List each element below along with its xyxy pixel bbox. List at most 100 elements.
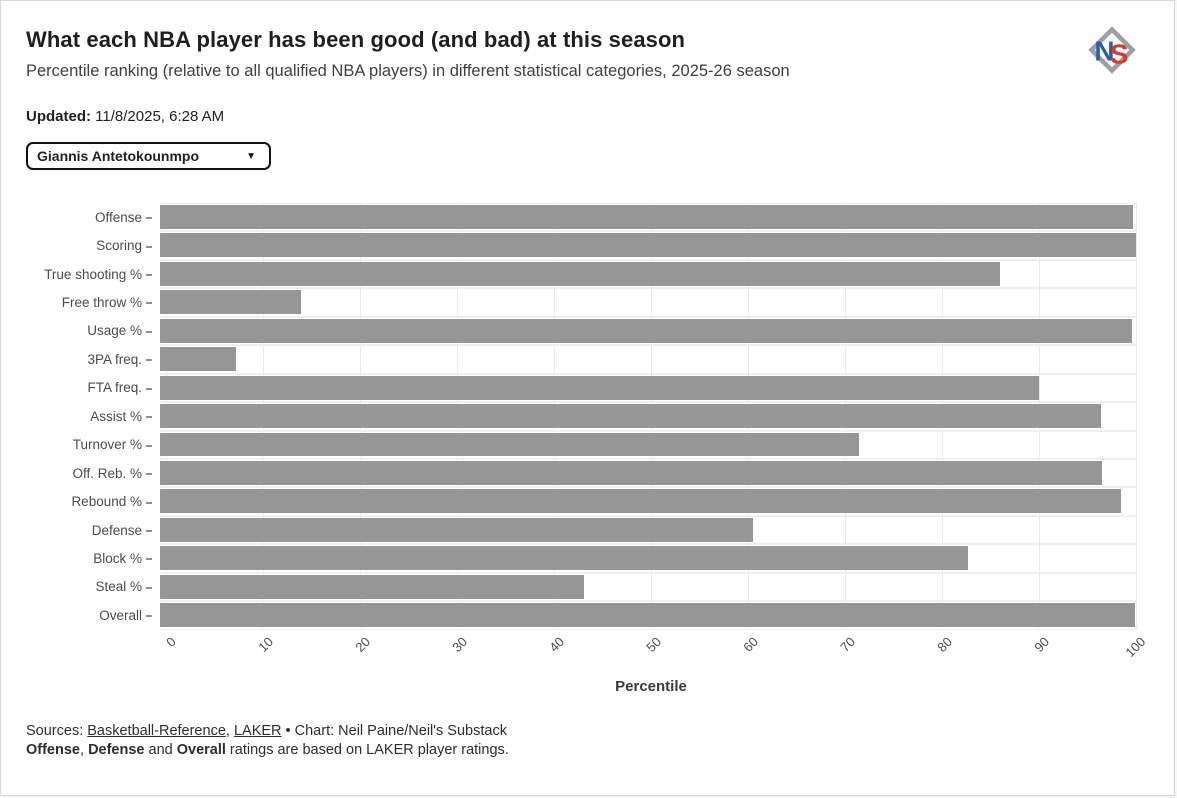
updated-timestamp: Updated: 11/8/2025, 6:28 AM — [26, 108, 1149, 125]
chart-row: Scoring — [26, 231, 1149, 259]
updated-value: 11/8/2025, 6:28 AM — [91, 108, 225, 125]
updated-label: Updated: — [26, 108, 91, 125]
bar-rebound — [160, 489, 1122, 514]
chart-row: True shooting % — [26, 260, 1149, 288]
bar-turnover — [160, 432, 859, 457]
sources-prefix: Sources: — [26, 722, 88, 739]
chart-row: FTA freq. — [26, 374, 1149, 402]
x-axis-ticks: 0 10 20 30 40 50 60 70 80 90 100 — [162, 630, 1149, 676]
bar-fta-freq — [160, 375, 1040, 400]
bar-track — [160, 345, 1136, 373]
bar-track — [160, 516, 1136, 544]
bar-track — [160, 459, 1136, 487]
bar-true-shooting — [160, 261, 1001, 286]
category-label: Overall — [26, 608, 152, 623]
bar-track — [160, 601, 1136, 629]
header-text: What each NBA player has been good (and … — [26, 27, 790, 81]
chart-row: Overall — [26, 601, 1149, 629]
category-label: Turnover % — [26, 437, 152, 452]
category-label: Defense — [26, 523, 152, 538]
bar-3pa-freq — [160, 347, 237, 372]
source-link-laker[interactable]: LAKER — [233, 722, 282, 739]
note-defense: Defense — [88, 742, 145, 759]
category-label: Off. Reb. % — [26, 466, 152, 481]
chart-rows: Offense Scoring True shooting % Free throw … — [26, 203, 1149, 630]
bar-track — [160, 431, 1136, 459]
bar-track — [160, 374, 1136, 402]
logo-letter-n: N — [1094, 35, 1114, 66]
bar-block — [160, 546, 969, 571]
chart-row: Free throw % — [26, 288, 1149, 316]
bar-track — [160, 231, 1136, 259]
chart-row: Block % — [26, 544, 1149, 572]
neils-substack-logo-icon: N S — [1088, 26, 1136, 74]
x-tick-label: 40 — [545, 633, 567, 655]
chart-row: Turnover % — [26, 431, 1149, 459]
bar-free-throw — [160, 290, 301, 315]
source-link-basketball-reference[interactable]: Basketball-Reference — [87, 722, 226, 739]
x-axis-label-wrap: Percentile — [166, 678, 1136, 696]
footer-note-line: Offense, Defense and Overall ratings are… — [26, 741, 1149, 761]
chart-row: Defense — [26, 516, 1149, 544]
bar-overall — [160, 603, 1136, 628]
x-tick-label: 80 — [933, 633, 955, 655]
chart-row: Usage % — [26, 317, 1149, 345]
x-tick-label: 20 — [351, 633, 373, 655]
note-overall: Overall — [176, 742, 226, 759]
chart-row: Off. Reb. % — [26, 459, 1149, 487]
player-select-value: Giannis Antetokounmpo — [37, 148, 200, 164]
x-tick-label: 0 — [162, 633, 179, 650]
bar-track — [160, 402, 1136, 430]
bar-track — [160, 544, 1136, 572]
category-label: Assist % — [26, 409, 152, 424]
x-tick-label: 50 — [642, 633, 664, 655]
chart-row: Rebound % — [26, 487, 1149, 515]
category-label: Offense — [26, 210, 152, 225]
category-label: Steal % — [26, 579, 152, 594]
category-label: Free throw % — [26, 295, 152, 310]
bar-offense — [160, 205, 1134, 229]
category-label: FTA freq. — [26, 380, 152, 395]
bar-assist — [160, 404, 1101, 428]
x-gridline — [1136, 203, 1137, 630]
bar-steal — [160, 574, 584, 599]
bar-track — [160, 317, 1136, 345]
percentile-bar-chart: Offense Scoring True shooting % Free throw … — [26, 203, 1149, 696]
note-rest: ratings are based on LAKER player rating… — [225, 742, 509, 759]
bar-usage — [160, 318, 1133, 343]
bar-track — [160, 260, 1136, 288]
note-offense: Offense — [26, 742, 80, 759]
page-title: What each NBA player has been good (and … — [26, 27, 686, 52]
logo-letter-s: S — [1110, 38, 1129, 69]
bar-track — [160, 288, 1136, 316]
bar-off-reb — [160, 460, 1102, 485]
page-subtitle: Percentile ranking (relative to all qual… — [26, 62, 790, 80]
bar-scoring — [160, 233, 1136, 258]
player-select-dropdown[interactable]: Giannis Antetokounmpo ▼ — [26, 142, 271, 170]
footer: Sources: Basketball-Reference, LAKER • C… — [26, 722, 1149, 761]
sources-sep: , — [225, 722, 234, 739]
chart-row: Steal % — [26, 573, 1149, 601]
chart-row: 3PA freq. — [26, 345, 1149, 373]
chart-row: Offense — [26, 203, 1149, 231]
x-tick-label: 60 — [739, 633, 761, 655]
chevron-down-icon: ▼ — [246, 150, 256, 162]
x-tick-label: 90 — [1030, 633, 1052, 655]
footer-sources-line: Sources: Basketball-Reference, LAKER • C… — [26, 722, 1149, 742]
note-mid: and — [144, 742, 177, 759]
x-tick-label: 100 — [1122, 633, 1149, 660]
x-tick-label: 30 — [448, 633, 470, 655]
x-tick-label: 10 — [254, 633, 276, 655]
category-label: Scoring — [26, 238, 152, 253]
category-label: Usage % — [26, 323, 152, 338]
category-label: Rebound % — [26, 494, 152, 509]
chart-row: Assist % — [26, 402, 1149, 430]
sources-rest: • Chart: Neil Paine/Neil's Substack — [281, 722, 507, 739]
x-axis-label: Percentile — [615, 677, 687, 695]
category-label: 3PA freq. — [26, 352, 152, 367]
bar-defense — [160, 517, 754, 542]
category-label: Block % — [26, 551, 152, 566]
bar-track — [160, 203, 1136, 231]
note-sep: , — [80, 742, 89, 759]
